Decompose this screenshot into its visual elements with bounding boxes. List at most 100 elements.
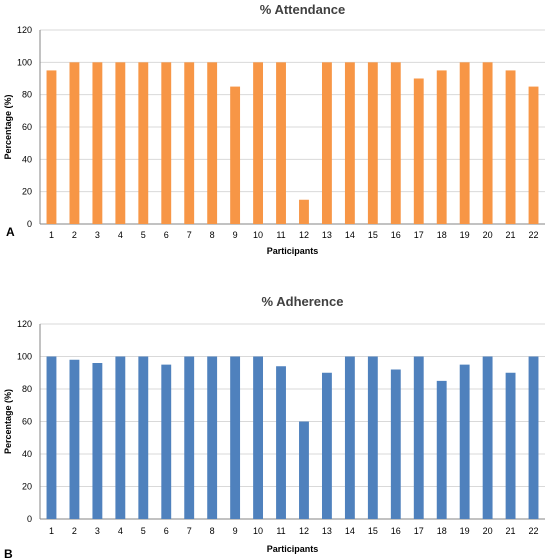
x-tick-label: 6 [164,526,169,536]
y-tick-label: 20 [22,482,32,492]
bar [92,363,103,519]
x-tick-label: 3 [95,230,100,240]
bar [505,70,516,225]
x-tick-label: 11 [276,230,285,240]
bar [505,372,516,519]
bar [321,372,332,519]
x-tick-label: 21 [506,526,516,536]
x-tick-label: 8 [210,230,215,240]
x-tick-label: 17 [414,230,424,240]
bar [367,356,378,519]
bar [436,380,447,519]
x-tick-label: 7 [187,230,192,240]
bar [459,62,470,225]
bar [184,356,195,519]
x-tick-label: 4 [118,230,123,240]
bar [413,78,424,224]
bar [482,62,493,225]
bar [207,62,218,225]
y-tick-label: 100 [17,352,32,362]
y-tick-label: 0 [27,514,32,524]
x-tick-label: 21 [506,230,516,240]
chart-panel-attendance: % Attendance 0 20 40 60 80 100 120 1 2 3 4 5 6 7 8 9 10 11… [0,0,550,275]
x-tick-label: 3 [95,526,100,536]
x-tick-label: 1 [49,526,54,536]
bar [276,62,286,225]
x-tick-label: 10 [253,526,263,536]
y-tick-label: 60 [22,417,32,427]
bar [92,62,103,225]
y-axis-label: Percentage (%) [3,94,13,159]
bar [299,199,309,224]
x-tick-label: 8 [210,526,215,536]
chart-title: % Adherence [262,294,344,309]
bar [184,62,195,225]
y-tick-label: 100 [17,57,32,67]
x-tick-label: 12 [299,526,309,536]
bar [276,366,286,519]
bar [46,70,57,225]
bar [207,356,218,519]
panel-label: A [6,225,15,239]
bar [115,62,126,225]
x-tick-label: 11 [276,526,285,536]
x-tick-label: 6 [164,230,169,240]
x-tick-label: 16 [391,230,401,240]
x-tick-label: 13 [322,230,332,240]
panel-label: B [4,547,13,559]
x-tick-label: 18 [437,526,447,536]
x-tick-label: 5 [141,230,146,240]
x-tick-label: 9 [233,526,238,536]
bar [344,62,355,225]
bar [528,86,539,224]
x-tick-label: 19 [460,526,470,536]
x-tick-label: 16 [391,526,401,536]
y-axis-label: Percentage (%) [3,389,13,454]
bar [69,62,80,225]
y-tick-label: 40 [22,449,32,459]
bar [115,356,126,519]
bar [161,364,172,519]
bar [436,70,447,225]
bar [161,62,172,225]
bar [69,359,80,519]
x-tick-label: 20 [483,526,493,536]
x-tick-label: 5 [141,526,146,536]
x-tick-label: 12 [299,230,309,240]
bar [413,356,424,519]
bar [230,86,241,224]
x-tick-label: 2 [72,230,77,240]
x-tick-label: 14 [345,526,355,536]
bar [46,356,57,519]
bar [482,356,493,519]
x-tick-label: 2 [72,526,77,536]
x-tick-label: 20 [483,230,493,240]
x-tick-label: 18 [437,230,447,240]
x-tick-label: 9 [233,230,238,240]
x-tick-label: 22 [529,230,539,240]
x-tick-label: 19 [460,230,470,240]
bar [528,356,539,519]
y-tick-label: 20 [22,187,32,197]
y-tick-label: 120 [17,319,32,329]
bar [299,421,309,519]
x-axis-label: Participants [267,246,319,256]
bar [390,369,401,519]
y-tick-label: 80 [22,90,32,100]
bar [321,62,332,225]
x-tick-label: 17 [414,526,424,536]
x-tick-label: 13 [322,526,332,536]
x-tick-label: 7 [187,526,192,536]
y-tick-label: 0 [27,219,32,229]
x-tick-label: 4 [118,526,123,536]
bar [138,62,149,225]
bar [138,356,149,519]
bar [344,356,355,519]
chart-panel-adherence: % Adherence 0 20 40 60 80 100 120 1 2 3 4 5 6 7 8 9 10 11 1… [0,290,550,559]
x-tick-label: 22 [529,526,539,536]
y-tick-label: 60 [22,122,32,132]
bar [390,62,401,225]
bar [367,62,378,225]
